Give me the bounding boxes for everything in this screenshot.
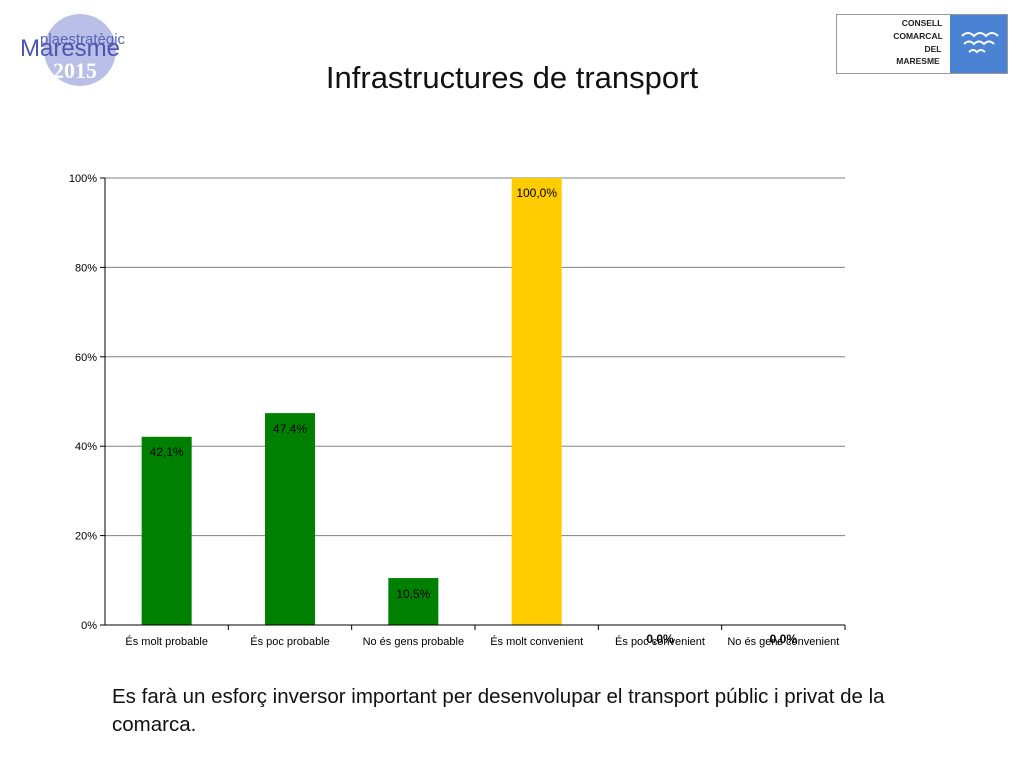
y-tick-label: 60% [75,352,97,364]
x-tick-label: És poc convenient [615,635,705,648]
logo-line1: plaestratègic [40,31,126,48]
logo-circle [44,14,116,86]
logo-right-line: COMARCAL [893,31,943,41]
y-tick-label: 40% [75,441,97,453]
data-label: 47,4% [273,422,307,436]
data-label: 0,0% [646,632,674,646]
data-label: 42,1% [150,445,184,459]
data-label: 100,0% [516,186,557,200]
wave-icon [961,32,999,38]
data-label: 0,0% [770,632,798,646]
x-tick-label: No és gens convenient [727,636,839,648]
logo-line3: 2015 [53,58,97,83]
bar [265,413,315,625]
logo-line2: Maresme [20,35,120,62]
bar-chart: 42,1% 47,4% 10,5% 100,0% 0,0% 0,0% 0% 20% 40% 60… [69,173,846,648]
wave-icon [963,40,995,46]
y-tick-label: 0% [81,620,97,632]
x-tick-label: És molt convenient [490,635,583,648]
data-label: 10,5% [396,587,430,601]
logo-right-line: CONSELL [902,18,943,28]
x-tick-label: És poc probable [250,635,330,648]
logo-blue-panel [950,15,1007,73]
y-tick-label: 80% [75,262,97,274]
plaestrategic-maresme-logo: plaestratègic Maresme 2015 [20,14,126,86]
caption-text: Es farà un esforç inversor important per… [112,685,885,736]
y-tick-label: 20% [75,531,97,543]
y-tick-label: 100% [69,173,97,185]
x-tick-label: No és gens probable [363,636,465,648]
consell-comarcal-logo: CONSELL COMARCAL DEL MARESME [836,14,1008,74]
logo-right-line: MARESME [896,56,940,66]
wave-icon [968,49,986,54]
bar [141,436,192,625]
bar [511,178,562,625]
x-tick-label: És molt probable [125,635,208,648]
bar [388,578,439,625]
page-title: Infrastructures de transport [325,60,699,95]
logo-right-line: DEL [925,44,942,54]
